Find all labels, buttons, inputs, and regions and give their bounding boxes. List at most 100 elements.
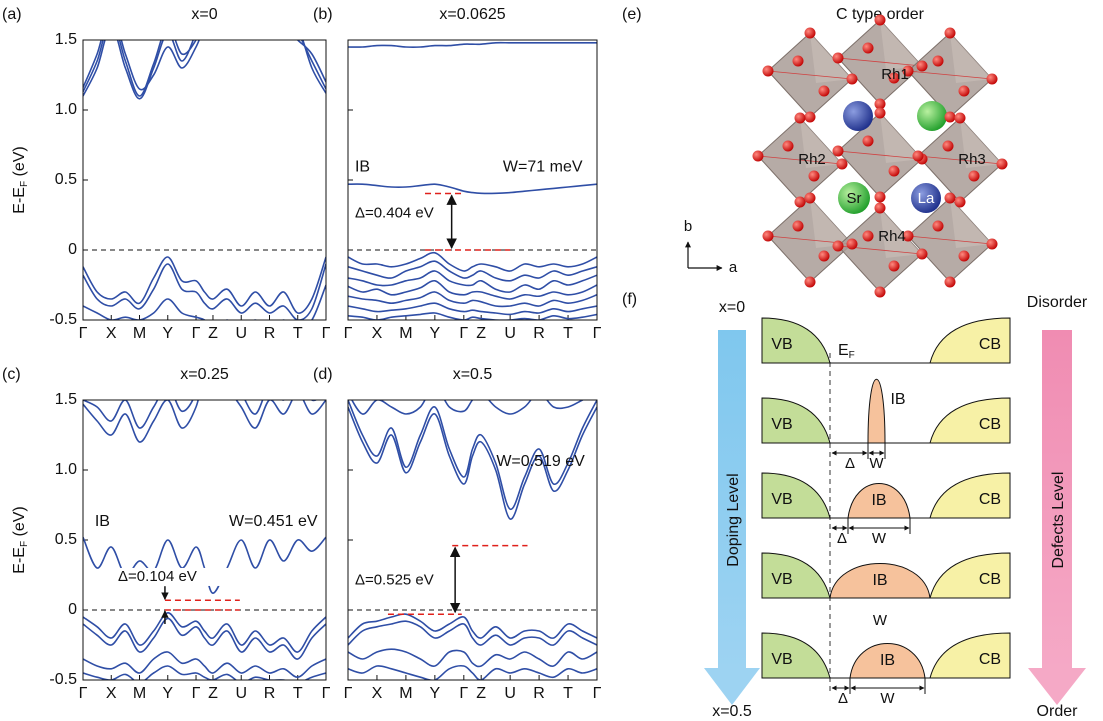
ib-label: IB [355, 159, 370, 176]
x-tick-label: T [563, 325, 573, 342]
oxygen-atom [917, 61, 928, 72]
x-tick-label: Z [208, 685, 218, 702]
oxygen-atom [783, 141, 794, 152]
oxygen-atom [809, 171, 820, 182]
width-label: W=71 meV [503, 159, 583, 176]
width-label: W=0.519 eV [496, 453, 585, 470]
band-line [348, 313, 597, 320]
y-axis-label-part: (eV) [11, 146, 28, 181]
site-label: Rh4 [878, 228, 906, 245]
x-tick-label: Γ [79, 685, 88, 702]
width-label: W=0.451 eV [229, 513, 318, 530]
atom-label: La [918, 190, 935, 207]
oxygen-atom [763, 231, 774, 242]
y-tick-label: 0.5 [55, 531, 77, 548]
axis-label: b [684, 218, 692, 235]
oxygen-atom [805, 28, 816, 39]
ib-label: IB [95, 513, 110, 530]
x-tick-label: R [533, 325, 545, 342]
ib-shape [868, 379, 885, 443]
oxygen-atom [833, 146, 844, 157]
ef-label-part: E [838, 342, 849, 359]
panel-label: (c) [2, 366, 21, 383]
panel-title: x=0 [191, 6, 217, 23]
cb-label: CB [979, 571, 1001, 588]
oxygen-atom [875, 192, 886, 203]
oxygen-atom [805, 277, 816, 288]
ef-label-part: F [849, 350, 855, 361]
x-tick-label: M [133, 325, 146, 342]
oxygen-atom [833, 241, 844, 252]
top-right-label: Disorder [1027, 294, 1088, 311]
x-tick-label: R [264, 685, 276, 702]
oxygen-atom [805, 112, 816, 123]
oxygen-atom [793, 221, 804, 232]
oxygen-atom [945, 277, 956, 288]
delta-label: Δ [845, 455, 855, 472]
gap-label: Δ=0.525 eV [355, 572, 434, 589]
x-tick-label: U [504, 325, 516, 342]
panel-label: (b) [313, 6, 333, 23]
cb-label: CB [979, 491, 1001, 508]
band-line [348, 281, 597, 299]
top-left-label: x=0 [719, 299, 745, 316]
x-tick-label: Γ [79, 325, 88, 342]
oxygen-atom [875, 108, 886, 119]
band-line [83, 344, 326, 428]
atom-label: Sr [847, 190, 862, 207]
oxygen-atom [969, 171, 980, 182]
oxygen-atom [945, 193, 956, 204]
y-tick-label: 1.5 [55, 391, 77, 408]
band-line [348, 253, 597, 271]
bottom-left-label: x=0.5 [712, 703, 752, 720]
oxygen-atom [875, 287, 886, 298]
site-label: Rh3 [958, 151, 986, 168]
band-line [348, 649, 597, 666]
ib-label: IB [872, 572, 887, 589]
doping-level-label: Doping Level [725, 473, 742, 566]
oxygen-atom [987, 239, 998, 250]
panel-label: (a) [2, 6, 22, 23]
figure: (e)C type orderRh1Rh2Rh3Rh4SrLaba (f)x=0… [0, 0, 1103, 721]
panel-title: x=0.0625 [439, 6, 505, 23]
oxygen-atom [795, 113, 806, 124]
x-tick-label: M [133, 685, 146, 702]
band-line [348, 271, 597, 292]
x-tick-label: U [504, 685, 516, 702]
vb-label: VB [771, 336, 792, 353]
x-tick-label: Γ [192, 685, 201, 702]
ef-label: EF [838, 342, 855, 360]
oxygen-atom [819, 251, 830, 262]
y-tick-label: 1.0 [55, 461, 77, 478]
gap-label: Δ=0.404 eV [355, 205, 434, 222]
defects-arrow-head [1028, 668, 1086, 705]
bands [348, 43, 597, 320]
x-tick-label: Y [162, 325, 173, 342]
oxygen-atom [819, 86, 830, 97]
oxygen-atom [945, 112, 956, 123]
oxygen-atom [933, 221, 944, 232]
x-tick-label: Z [208, 325, 218, 342]
y-axis-label-part: (eV) [11, 506, 28, 541]
x-tick-label: X [106, 685, 117, 702]
x-tick-label: Γ [344, 325, 353, 342]
y-tick-label: -0.5 [49, 671, 77, 688]
x-tick-label: R [264, 325, 276, 342]
oxygen-atom [913, 151, 924, 162]
oxygen-atom [933, 56, 944, 67]
vb-label: VB [771, 651, 792, 668]
vb-label: VB [771, 571, 792, 588]
defects-level-label: Defects Level [1050, 472, 1067, 569]
x-tick-label: Γ [344, 685, 353, 702]
band-panel: (d)x=0.5ΓXMYΓZURTΓW=0.519 eVΔ=0.525 eV [313, 366, 602, 702]
band-line [83, 652, 326, 677]
x-tick-label: T [293, 325, 303, 342]
x-tick-label: U [235, 325, 247, 342]
x-tick-label: Γ [459, 325, 468, 342]
band-line [348, 43, 597, 47]
oxygen-atom [917, 249, 928, 260]
y-tick-label: 1.5 [55, 31, 77, 48]
oxygen-atom [889, 261, 900, 272]
x-tick-label: M [399, 685, 412, 702]
atom-a-site [917, 101, 947, 131]
